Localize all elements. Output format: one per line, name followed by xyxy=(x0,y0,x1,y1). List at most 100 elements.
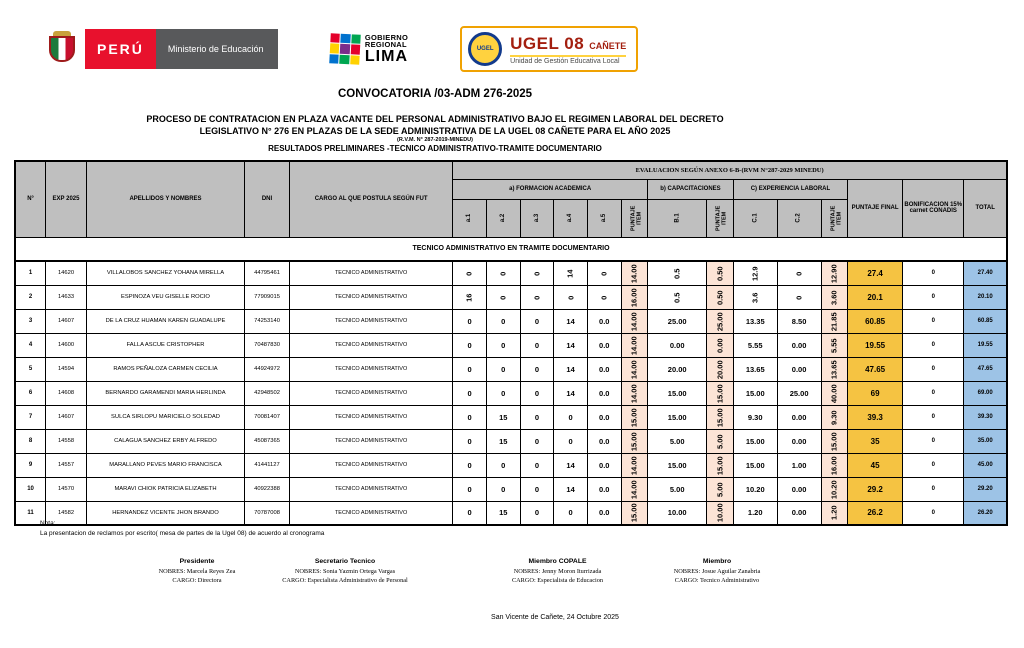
cell-pb: 15.00 xyxy=(706,380,734,406)
cell-pb: 25.00 xyxy=(706,308,734,334)
convocatoria-title: CONVOCATORIA /03-ADM 276-2025 xyxy=(337,88,533,100)
cell-exp: 14557 xyxy=(45,452,87,478)
cell-tot: 29.20 xyxy=(963,476,1008,502)
peru-wordmark: PERÚ xyxy=(85,29,156,69)
signature-cargo: CARGO: Especialista Administrativo de Pe… xyxy=(282,577,408,585)
cell-pf: 47.65 xyxy=(847,356,904,382)
group-header-experiencia: C) EXPERIENCIA LABORAL xyxy=(732,178,849,200)
col-header-cargo: CARGO AL QUE POSTULA SEGÚN FUT xyxy=(288,160,454,238)
col-header-c2: C.2 xyxy=(776,198,822,238)
cell-dni: 74253140 xyxy=(244,308,290,334)
group-header-formacion: a) FORMACION ACADEMICA xyxy=(452,178,649,200)
cell-n: 5 xyxy=(14,356,47,382)
cell-a1: 0 xyxy=(452,404,487,430)
cell-c2: 0.00 xyxy=(776,500,822,526)
cell-bon: 0 xyxy=(902,404,965,430)
document-titles: CONVOCATORIA /03-ADM 276-2025 PROCESO DE… xyxy=(40,88,830,153)
cell-pc: 10.20 xyxy=(820,476,849,502)
cell-bon: 0 xyxy=(902,260,965,286)
cell-pc: 1.20 xyxy=(820,500,849,526)
table-row: 10 14570 MARAVI CHIOK PATRICIA ELIZABETH 40… xyxy=(14,476,1008,502)
cell-cargo: TECNICO ADMINISTRATIVO xyxy=(288,500,454,526)
cell-pc: 12.90 xyxy=(820,260,849,286)
cell-pf: 19.55 xyxy=(847,332,904,358)
cell-a2: 0 xyxy=(485,380,521,406)
cell-pf: 69 xyxy=(847,380,904,406)
cell-c2: 0.00 xyxy=(776,428,822,454)
peru-coat-of-arms-icon xyxy=(45,30,79,68)
signature-name: NOBRES: Marcela Reyes Zea xyxy=(158,568,236,575)
cell-a4: 0 xyxy=(553,284,588,310)
group-header-capacitaciones: b) CAPACITACIONES xyxy=(647,178,734,200)
cell-pf: 35 xyxy=(847,428,904,454)
note-block: Nota: La presentacion de reclamos por es… xyxy=(40,520,324,537)
cell-dni: 42948502 xyxy=(244,380,290,406)
cell-dni: 44795461 xyxy=(244,260,290,286)
cell-a2: 15 xyxy=(485,500,521,526)
cell-a5: 0.0 xyxy=(586,332,622,358)
col-header-names: APELLIDOS Y NOMBRES xyxy=(85,160,246,238)
cell-c1: 3.6 xyxy=(732,284,778,310)
cell-a2: 0 xyxy=(485,476,521,502)
cell-tot: 27.40 xyxy=(963,260,1008,286)
cell-pc: 15.00 xyxy=(820,428,849,454)
cell-c1: 9.30 xyxy=(732,404,778,430)
col-header-puntaje-item-b: PUNTAJE ITEM xyxy=(706,198,734,238)
cell-pc: 5.55 xyxy=(820,332,849,358)
cell-bon: 0 xyxy=(902,380,965,406)
cell-b1: 0.5 xyxy=(647,260,708,286)
minedu-logo: PERÚ Ministerio de Educación xyxy=(45,29,278,69)
cell-a2: 0 xyxy=(485,332,521,358)
signature-title: Presidente xyxy=(179,558,215,565)
cell-b1: 20.00 xyxy=(647,356,708,382)
cell-a4: 14 xyxy=(553,308,588,334)
cell-a2: 0 xyxy=(485,452,521,478)
cell-pa: 14.00 xyxy=(620,476,649,502)
col-header-a4: a.4 xyxy=(553,198,588,238)
cell-pf: 26.2 xyxy=(847,500,904,526)
cell-cargo: TECNICO ADMINISTRATIVO xyxy=(288,332,454,358)
cell-a4: 0 xyxy=(553,404,588,430)
table-row: 2 14633 ESPINOZA VEU GISELLE ROCIO 77909015… xyxy=(14,284,1008,310)
cell-name: DE LA CRUZ HUAMAN KAREN GUADALUPE xyxy=(85,308,246,334)
note-label: Nota: xyxy=(40,520,56,527)
cell-a5: 0.0 xyxy=(586,500,622,526)
cell-pb: 0.50 xyxy=(706,284,734,310)
col-header-puntaje-item-c: PUNTAJE ITEM xyxy=(820,198,849,238)
cell-c1: 1.20 xyxy=(732,500,778,526)
cell-pa: 15.00 xyxy=(620,500,649,526)
cell-pb: 0.00 xyxy=(706,332,734,358)
cell-a1: 16 xyxy=(452,284,487,310)
signature-name: NOBRES: Josue Aguilar Zanabria xyxy=(673,568,761,575)
cell-cargo: TECNICO ADMINISTRATIVO xyxy=(288,284,454,310)
cell-name: ESPINOZA VEU GISELLE ROCIO xyxy=(85,284,246,310)
cell-a3: 0 xyxy=(519,284,555,310)
ugel-logo: UGEL UGEL 08 CAÑETE Unidad de Gestión Ed… xyxy=(460,26,639,72)
cell-c2: 0.00 xyxy=(776,476,822,502)
cell-a5: 0.0 xyxy=(586,404,622,430)
cell-b1: 15.00 xyxy=(647,380,708,406)
cell-exp: 14594 xyxy=(45,356,87,382)
section-row: TECNICO ADMINISTRATIVO EN TRAMITE DOCUME… xyxy=(14,236,1008,262)
col-header-dni: DNI xyxy=(244,160,290,238)
cell-name: HERNANDEZ VICENTE JHON BRANDO xyxy=(85,500,246,526)
cell-bon: 0 xyxy=(902,428,965,454)
cell-a4: 14 xyxy=(553,452,588,478)
cell-exp: 14607 xyxy=(45,404,87,430)
cell-exp: 14600 xyxy=(45,332,87,358)
cell-c1: 12.9 xyxy=(732,260,778,286)
gobierno-regional-lima-logo: GOBIERNO REGIONAL LIMA xyxy=(329,33,408,65)
cell-pf: 20.1 xyxy=(847,284,904,310)
cell-a2: 0 xyxy=(485,260,521,286)
cell-a2: 0 xyxy=(485,308,521,334)
signature-miembro-copale: Miembro COPALE NOBRES: Jenny Moron Iturr… xyxy=(475,558,640,586)
cell-a2: 0 xyxy=(485,284,521,310)
cell-exp: 14570 xyxy=(45,476,87,502)
cell-c2: 0.00 xyxy=(776,404,822,430)
cell-a3: 0 xyxy=(519,452,555,478)
cell-pb: 15.00 xyxy=(706,452,734,478)
cell-pf: 45 xyxy=(847,452,904,478)
cell-dni: 77909015 xyxy=(244,284,290,310)
cell-exp: 14633 xyxy=(45,284,87,310)
cell-name: MARALLANO PEVES MARIO FRANCISCA xyxy=(85,452,246,478)
